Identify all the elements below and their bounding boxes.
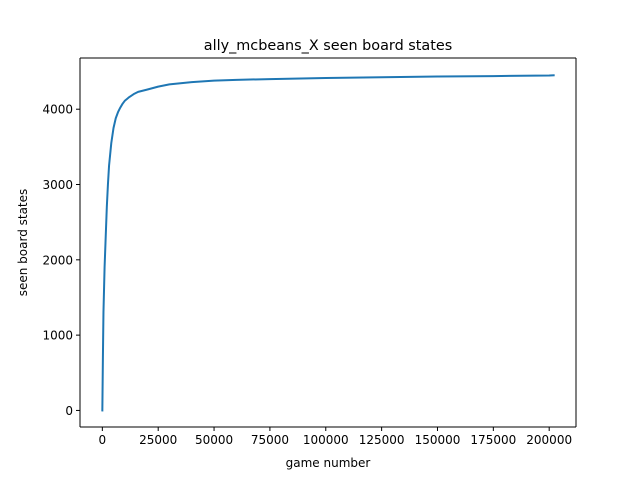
x-tick-label: 175000 [470,433,516,447]
x-tick-label: 75000 [251,433,289,447]
x-axis-title: game number [286,456,371,470]
x-tick-label: 50000 [195,433,233,447]
y-axis-ticks: 0 1000 2000 3000 4000 [42,103,80,418]
y-tick-label: 3000 [42,178,73,192]
chart-title: ally_mcbeans_X seen board states [204,38,453,54]
x-tick-label: 0 [99,433,107,447]
y-tick-label: 0 [65,404,73,418]
y-axis-title: seen board states [16,189,30,297]
plot-area [80,58,576,427]
x-tick-label: 200000 [526,433,572,447]
y-tick-label: 2000 [42,253,73,267]
axes-frame [79,57,577,428]
x-tick-label: 150000 [415,433,461,447]
y-tick-label: 1000 [42,329,73,343]
x-tick-label: 100000 [303,433,349,447]
x-tick-label: 125000 [359,433,405,447]
x-axis-ticks: 0 25000 50000 75000 100000 125000 150000 175000… [99,427,572,447]
x-tick-label: 25000 [139,433,177,447]
y-tick-label: 4000 [42,103,73,117]
series-line [101,74,555,412]
